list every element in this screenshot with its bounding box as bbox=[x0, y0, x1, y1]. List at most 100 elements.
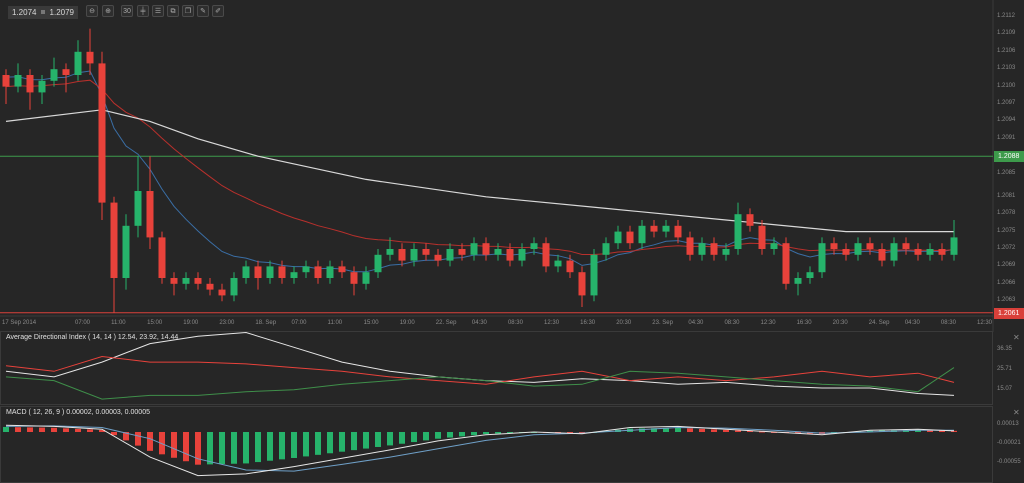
macd-histogram-bar bbox=[711, 429, 717, 432]
macd-histogram-bar bbox=[231, 432, 237, 464]
price-tick: 1.2091 bbox=[997, 134, 1016, 141]
candle-body bbox=[950, 237, 958, 255]
time-tick: 08:30 bbox=[507, 320, 523, 326]
candle bbox=[86, 28, 94, 75]
zoom-out-icon[interactable]: ⊖ bbox=[86, 5, 98, 17]
macd-histogram-bar bbox=[219, 432, 225, 465]
chart-toolbar: 1.2074 1.2079 bbox=[8, 5, 78, 19]
candle-body bbox=[638, 225, 646, 244]
candle bbox=[590, 249, 598, 302]
draw-icon[interactable]: ✐ bbox=[212, 5, 224, 17]
quote-box[interactable]: 1.2074 1.2079 bbox=[8, 5, 78, 19]
candle bbox=[134, 156, 142, 238]
candle bbox=[614, 225, 622, 249]
candle-body bbox=[170, 278, 178, 284]
candle bbox=[374, 249, 382, 278]
macd-histogram-bar bbox=[459, 432, 465, 437]
time-tick: 18. Sep bbox=[255, 320, 277, 326]
candle bbox=[554, 254, 562, 273]
candle bbox=[122, 214, 130, 290]
macd-histogram-bar bbox=[651, 428, 657, 432]
time-tick: 16:30 bbox=[796, 320, 812, 326]
candle bbox=[362, 266, 370, 290]
candle bbox=[878, 243, 886, 267]
macd-histogram-bar bbox=[483, 432, 489, 435]
macd-histogram-bar bbox=[291, 432, 297, 458]
candle bbox=[74, 40, 82, 81]
candle bbox=[278, 260, 286, 284]
time-tick: 12:30 bbox=[760, 320, 776, 326]
candle bbox=[206, 278, 214, 296]
candle-body bbox=[470, 243, 478, 255]
macd-histogram-bar bbox=[99, 429, 105, 432]
candle bbox=[506, 243, 514, 267]
candle-body bbox=[818, 243, 826, 273]
time-tick: 04:30 bbox=[471, 320, 487, 326]
zoom-in-icon[interactable]: ⊕ bbox=[102, 5, 114, 17]
macd-signal-line bbox=[5, 425, 954, 472]
macd-histogram-bar bbox=[507, 432, 513, 434]
candle-body bbox=[386, 249, 394, 255]
time-tick: 12:30 bbox=[544, 320, 560, 326]
candle-body bbox=[614, 231, 622, 244]
macd-histogram-bar bbox=[339, 432, 345, 452]
candle-body bbox=[722, 249, 730, 255]
candle-body bbox=[710, 243, 718, 255]
ma-white-line bbox=[5, 109, 954, 233]
macd-histogram-bar bbox=[375, 432, 381, 447]
ask-price: 1.2079 bbox=[49, 7, 74, 17]
candle bbox=[494, 243, 502, 261]
candle bbox=[698, 237, 706, 261]
candle bbox=[446, 243, 454, 267]
candlestick-icon[interactable]: ╪ bbox=[137, 5, 149, 17]
time-tick: 07:00 bbox=[291, 320, 307, 326]
candle bbox=[230, 272, 238, 302]
candle-body bbox=[746, 214, 754, 226]
layers-icon[interactable]: ❐ bbox=[182, 5, 194, 17]
price-tick: 1.2106 bbox=[997, 47, 1016, 54]
macd-title: MACD ( 12, 26, 9 ) 0.00002, 0.00003, 0.0… bbox=[6, 409, 150, 416]
timeframe-button[interactable]: 30 bbox=[121, 5, 133, 17]
indicators-icon[interactable]: ☰ bbox=[152, 5, 164, 17]
macd-close-icon[interactable]: ✕ bbox=[1013, 408, 1020, 417]
candle bbox=[950, 220, 958, 261]
macd-histogram-bar bbox=[567, 432, 573, 433]
macd-histogram-bar bbox=[243, 432, 249, 464]
candle-body bbox=[146, 191, 154, 238]
candle bbox=[938, 243, 946, 261]
edit-icon[interactable]: ✎ bbox=[197, 5, 209, 17]
adx-close-icon[interactable]: ✕ bbox=[1013, 333, 1020, 342]
candle bbox=[338, 260, 346, 278]
candle bbox=[770, 237, 778, 255]
price-tick: 1.2072 bbox=[997, 245, 1016, 251]
macd-histogram-bar bbox=[183, 432, 189, 462]
candle-body bbox=[254, 266, 262, 278]
candle-body bbox=[926, 249, 934, 255]
candle-body bbox=[230, 278, 238, 296]
chart-template-icon[interactable]: ⧉ bbox=[167, 5, 179, 17]
candle bbox=[434, 249, 442, 267]
candle-body bbox=[350, 272, 358, 284]
adx-title: Average Directional Index ( 14, 14 ) 12.… bbox=[6, 334, 179, 341]
candle bbox=[926, 243, 934, 261]
price-tick: 1.2085 bbox=[997, 169, 1016, 176]
candle bbox=[866, 237, 874, 255]
candle-body bbox=[830, 243, 838, 249]
macd-histogram-bar bbox=[39, 427, 45, 432]
di-plus-line bbox=[5, 367, 955, 400]
candle bbox=[14, 63, 22, 93]
price-tick: 1.2112 bbox=[997, 13, 1015, 19]
macd-histogram-bar bbox=[3, 426, 9, 432]
time-tick: 19:00 bbox=[399, 320, 415, 326]
spread-icon bbox=[41, 10, 45, 14]
candle-body bbox=[98, 63, 106, 203]
candle-body bbox=[74, 51, 82, 75]
candle-body bbox=[782, 243, 790, 284]
candle bbox=[842, 243, 850, 261]
macd-histogram-bar bbox=[867, 430, 873, 432]
candle-body bbox=[602, 243, 610, 255]
candle-body bbox=[338, 266, 346, 273]
candle bbox=[902, 237, 910, 255]
macd-tick: -0.00055 bbox=[997, 458, 1021, 465]
